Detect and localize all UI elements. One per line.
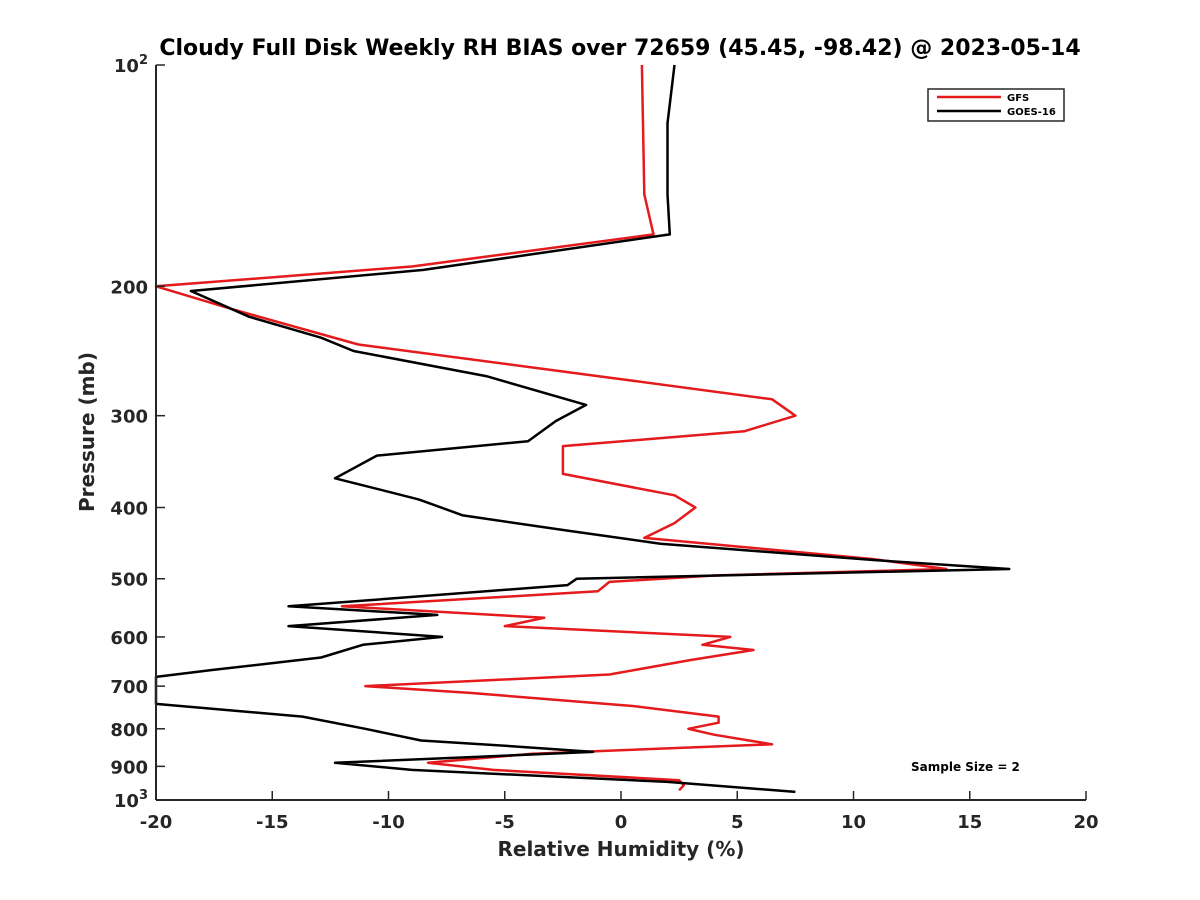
y-tick-label: 800 bbox=[110, 720, 148, 741]
x-tick-label: 10 bbox=[841, 812, 866, 833]
x-tick-label: -5 bbox=[495, 812, 515, 833]
y-tick-label: 300 bbox=[110, 407, 148, 428]
x-tick-label: -15 bbox=[256, 812, 289, 833]
y-axis-label: Pressure (mb) bbox=[75, 352, 99, 512]
x-tick-label: 0 bbox=[615, 812, 628, 833]
x-tick-label: -20 bbox=[140, 812, 173, 833]
x-tick-label: 15 bbox=[957, 812, 982, 833]
x-ticks: -20 -15 -10 -5 0 5 10 15 20 bbox=[140, 791, 1099, 833]
legend-box bbox=[927, 88, 1065, 122]
y-tick-label: 400 bbox=[110, 499, 148, 520]
sample-size-annotation: Sample Size = 2 bbox=[911, 760, 1020, 774]
x-axis-label: Relative Humidity (%) bbox=[497, 837, 744, 861]
x-tick-label: 20 bbox=[1073, 812, 1098, 833]
y-tick-label: 102 bbox=[114, 53, 148, 77]
y-tick-label: 103 bbox=[114, 788, 148, 812]
plot-area: -20 -15 -10 -5 0 5 10 15 20 102 200 300 400 500 600 70… bbox=[110, 53, 1098, 833]
series-line-gfs bbox=[154, 64, 948, 792]
legend-label-goes16: GOES-16 bbox=[1007, 107, 1056, 118]
y-tick-label: 200 bbox=[110, 277, 148, 298]
y-tick-label: 900 bbox=[110, 757, 148, 778]
y-tick-label: 500 bbox=[110, 570, 148, 591]
y-tick-label: 700 bbox=[110, 677, 148, 698]
x-tick-label: 5 bbox=[731, 812, 744, 833]
series-line-goes-16 bbox=[154, 64, 1011, 794]
y-tick-label: 600 bbox=[110, 628, 148, 649]
legend: GFS GOES-16 bbox=[927, 88, 1065, 122]
legend-label-gfs: GFS bbox=[1007, 93, 1029, 104]
y-ticks: 102 200 300 400 500 600 700 800 900 103 bbox=[110, 53, 165, 812]
x-tick-label: -10 bbox=[372, 812, 405, 833]
series-layer bbox=[154, 64, 1011, 794]
chart-title: Cloudy Full Disk Weekly RH BIAS over 726… bbox=[159, 36, 1080, 61]
